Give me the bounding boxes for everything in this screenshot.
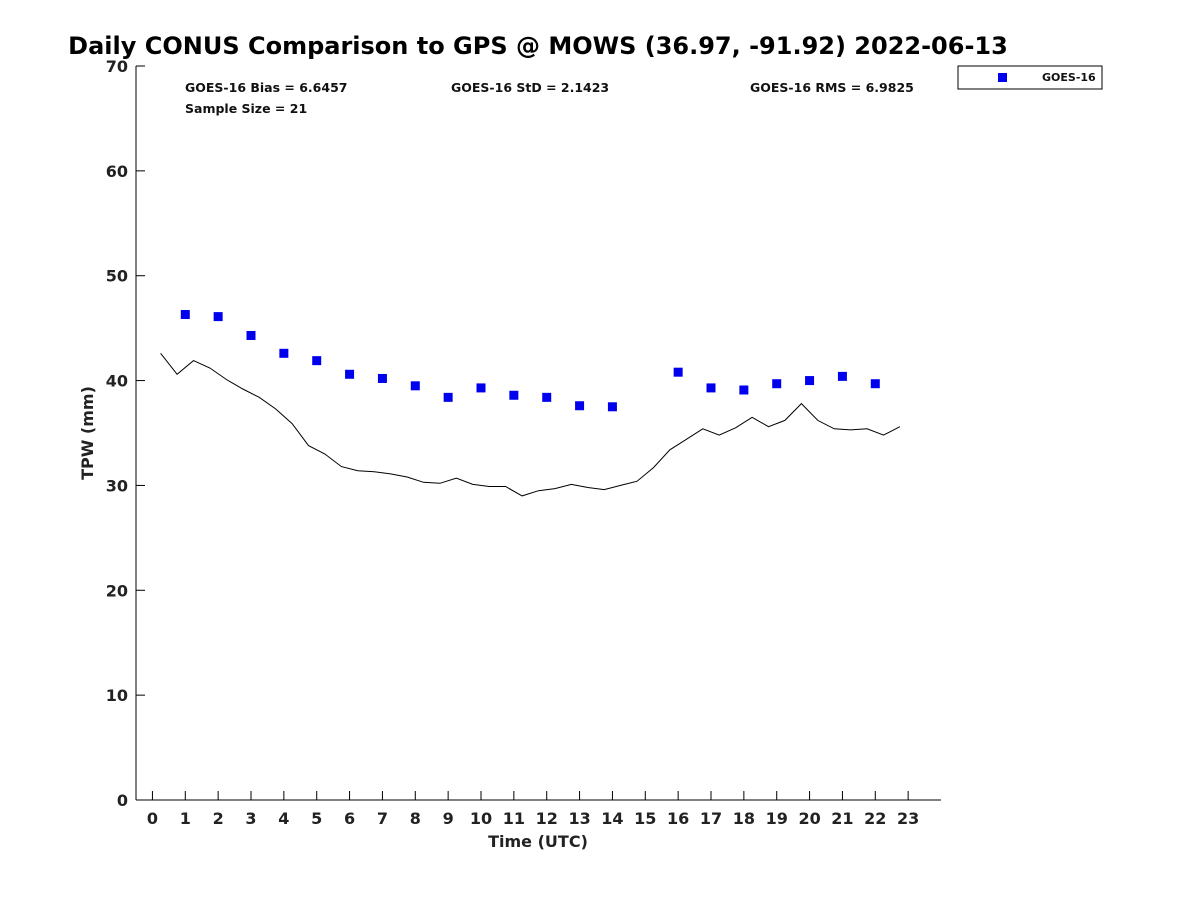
x-tick-label: 2 <box>213 809 224 828</box>
x-tick-label: 22 <box>864 809 886 828</box>
x-tick-label: 23 <box>897 809 919 828</box>
x-tick-label: 5 <box>311 809 322 828</box>
y-tick-label: 0 <box>117 791 128 810</box>
y-tick-label: 10 <box>106 686 128 705</box>
y-tick-label: 50 <box>106 267 128 286</box>
x-tick-label: 21 <box>831 809 853 828</box>
goes16-data-point <box>312 356 322 366</box>
x-tick-label: 15 <box>634 809 656 828</box>
stat-std: GOES-16 StD = 2.1423 <box>451 80 609 95</box>
goes16-data-point <box>410 381 420 391</box>
y-tick-label: 40 <box>106 372 128 391</box>
goes16-data-point <box>476 383 486 393</box>
goes16-data-point <box>805 376 815 386</box>
goes16-marker-series <box>180 310 880 412</box>
x-tick-label: 18 <box>733 809 755 828</box>
x-tick-label: 16 <box>667 809 689 828</box>
goes16-data-point <box>213 312 223 322</box>
goes16-data-point <box>345 369 355 379</box>
x-tick-label: 11 <box>503 809 525 828</box>
x-tick-label: 6 <box>344 809 355 828</box>
goes16-data-point <box>607 402 617 412</box>
x-tick-label: 3 <box>245 809 256 828</box>
goes16-data-point <box>739 385 749 395</box>
x-axis-label: Time (UTC) <box>488 832 588 851</box>
y-tick-label: 30 <box>106 476 128 495</box>
stat-rms: GOES-16 RMS = 6.9825 <box>750 80 914 95</box>
legend-label: GOES-16 <box>1042 71 1096 84</box>
x-tick-label: 8 <box>410 809 421 828</box>
gps-line-series <box>160 352 901 497</box>
goes16-data-point <box>542 392 552 402</box>
y-tick-label: 60 <box>106 162 128 181</box>
stat-sample-size: Sample Size = 21 <box>185 101 307 116</box>
goes16-data-point <box>246 330 256 340</box>
goes16-data-point <box>443 392 453 402</box>
legend-box <box>957 65 1103 90</box>
chart-title: Daily CONUS Comparison to GPS @ MOWS (36… <box>68 32 1008 60</box>
goes16-data-point <box>837 371 847 381</box>
goes16-data-point <box>706 383 716 393</box>
stat-bias: GOES-16 Bias = 6.6457 <box>185 80 347 95</box>
y-axis-label: TPW (mm) <box>78 386 97 480</box>
x-tick-label: 1 <box>180 809 191 828</box>
x-tick-label: 10 <box>470 809 492 828</box>
goes16-data-point <box>575 401 585 411</box>
x-tick-label: 14 <box>601 809 623 828</box>
gps-tpw-line <box>160 352 901 497</box>
goes16-data-point <box>279 348 289 358</box>
x-tick-label: 7 <box>377 809 388 828</box>
x-tick-label: 9 <box>443 809 454 828</box>
goes16-data-point <box>509 390 519 400</box>
x-tick-label: 13 <box>568 809 590 828</box>
y-tick-label: 70 <box>106 57 128 76</box>
goes16-data-point <box>180 310 190 320</box>
x-tick-label: 4 <box>278 809 289 828</box>
x-tick-label: 12 <box>536 809 558 828</box>
goes16-data-point <box>377 373 387 383</box>
goes16-data-point <box>870 379 880 389</box>
goes16-data-point <box>673 367 683 377</box>
x-tick-label: 19 <box>766 809 788 828</box>
goes16-data-point <box>772 379 782 389</box>
y-tick-label: 20 <box>106 581 128 600</box>
legend-marker <box>998 73 1007 82</box>
x-tick-label: 0 <box>147 809 158 828</box>
x-tick-label: 20 <box>798 809 820 828</box>
legend: GOES-16 <box>957 65 1103 90</box>
x-tick-label: 17 <box>700 809 722 828</box>
